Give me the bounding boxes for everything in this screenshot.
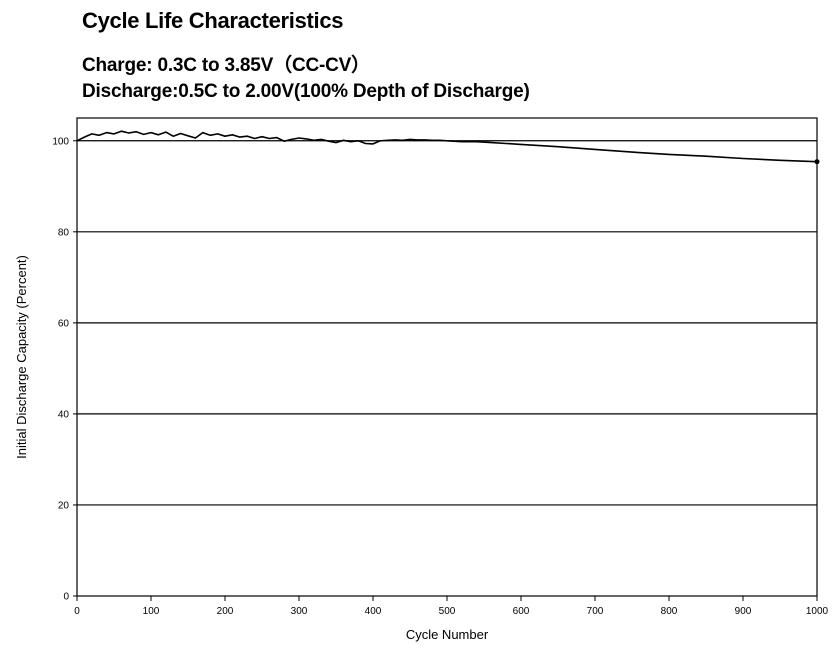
chart-title: Cycle Life Characteristics <box>82 8 344 33</box>
x-tick-label-0: 0 <box>74 606 80 617</box>
x-tick-label-700: 700 <box>587 606 604 617</box>
x-axis-ticks: 0 100 200 300 400 500 600 700 800 900 1000 <box>74 596 829 617</box>
grid-lines <box>77 140 817 506</box>
y-tick-label-80: 80 <box>58 227 70 238</box>
series-end-point-0 <box>814 159 820 165</box>
y-axis-ticks: 0 20 40 60 80 100 <box>52 136 77 603</box>
chart-subtitle-discharge: Discharge:0.5C to 2.00V(100% Depth of Di… <box>82 81 530 102</box>
x-tick-label-100: 100 <box>143 606 160 617</box>
x-axis-label: Cycle Number <box>406 627 489 642</box>
x-tick-label-400: 400 <box>365 606 382 617</box>
y-tick-label-0: 0 <box>63 592 69 603</box>
y-tick-label-20: 20 <box>58 500 70 511</box>
y-tick-label-40: 40 <box>58 409 70 420</box>
x-tick-label-1000: 1000 <box>806 606 829 617</box>
y-tick-label-60: 60 <box>58 318 70 329</box>
x-tick-label-800: 800 <box>661 606 678 617</box>
chart-subtitle-charge: Charge: 0.3C to 3.85V（CC-CV） <box>82 55 370 76</box>
x-tick-label-600: 600 <box>513 606 530 617</box>
x-tick-label-900: 900 <box>735 606 752 617</box>
y-axis-label: Initial Discharge Capacity (Percent) <box>14 255 29 459</box>
x-tick-label-300: 300 <box>291 606 308 617</box>
series-layer <box>76 130 820 165</box>
x-tick-label-200: 200 <box>217 606 234 617</box>
y-tick-label-100: 100 <box>52 136 69 147</box>
plot-frame <box>76 117 818 597</box>
series-line-0 <box>76 130 818 163</box>
x-tick-label-500: 500 <box>439 606 456 617</box>
